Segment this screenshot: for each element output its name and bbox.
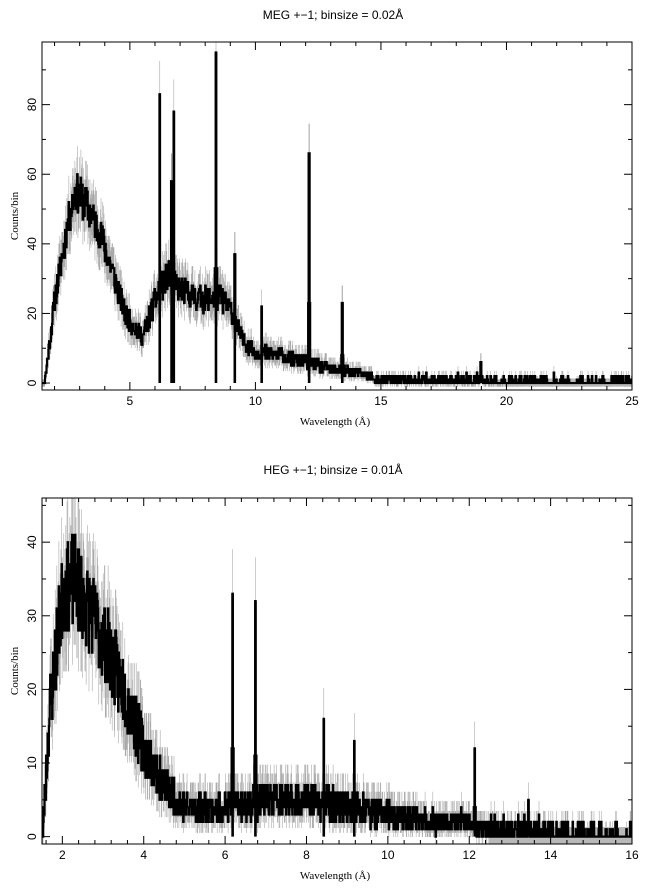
heg-y-axis-label: Counts/bin xyxy=(9,646,21,695)
heg-y-tick-label: 0 xyxy=(25,833,39,840)
heg-y-tick-label: 20 xyxy=(25,682,39,696)
heg-x-tick-label: 16 xyxy=(625,848,639,862)
meg-x-axis-label: Wavelength (Å) xyxy=(300,416,371,428)
heg-x-tick-label: 8 xyxy=(303,848,310,862)
heg-chart-title: HEG +−1; binsize = 0.01Å xyxy=(263,462,402,477)
heg-x-tick-label: 10 xyxy=(381,848,395,862)
meg-plot-frame xyxy=(41,41,633,391)
meg-axis-ticks: 5 10 15 20 25 0 20 40 60 80 xyxy=(25,42,639,408)
meg-plot-area xyxy=(42,42,632,387)
heg-plot-frame xyxy=(41,497,633,845)
meg-x-tick-label: 25 xyxy=(625,394,639,408)
heg-spectrum-line xyxy=(42,533,632,838)
heg-error-bars xyxy=(42,498,632,844)
heg-x-tick-label: 4 xyxy=(140,848,147,862)
heg-spectrum-panel: HEG +−1; binsize = 0.01Å 2 4 6 8 10 12 14 16 0 10… xyxy=(9,462,639,882)
meg-y-tick-label: 0 xyxy=(25,379,39,386)
heg-axis-ticks: 2 4 6 8 10 12 14 16 0 10 20 30 40 xyxy=(25,498,639,862)
heg-y-tick-label: 30 xyxy=(25,609,39,623)
heg-x-tick-label: 12 xyxy=(463,848,477,862)
meg-x-tick-label: 5 xyxy=(127,394,134,408)
heg-x-tick-label: 6 xyxy=(222,848,229,862)
heg-y-tick-label: 40 xyxy=(25,535,39,549)
meg-y-tick-label: 60 xyxy=(25,167,39,181)
meg-spectrum-panel: MEG +−1; binsize = 0.02Å 5 10 15 20 25 0 20 40 6… xyxy=(9,7,639,428)
meg-y-tick-label: 20 xyxy=(25,306,39,320)
meg-y-axis-label: Counts/bin xyxy=(9,191,21,240)
meg-x-tick-label: 20 xyxy=(500,394,514,408)
meg-y-tick-label: 80 xyxy=(25,98,39,112)
meg-chart-title: MEG +−1; binsize = 0.02Å xyxy=(263,7,403,22)
meg-x-tick-label: 15 xyxy=(374,394,388,408)
heg-y-tick-label: 10 xyxy=(25,756,39,770)
meg-spectrum-line xyxy=(42,51,632,385)
heg-x-tick-label: 2 xyxy=(59,848,66,862)
heg-x-tick-label: 14 xyxy=(544,848,558,862)
meg-x-tick-label: 10 xyxy=(249,394,263,408)
heg-x-axis-label: Wavelength (Å) xyxy=(300,870,371,882)
heg-plot-area xyxy=(42,498,632,844)
meg-y-tick-label: 40 xyxy=(25,237,39,251)
